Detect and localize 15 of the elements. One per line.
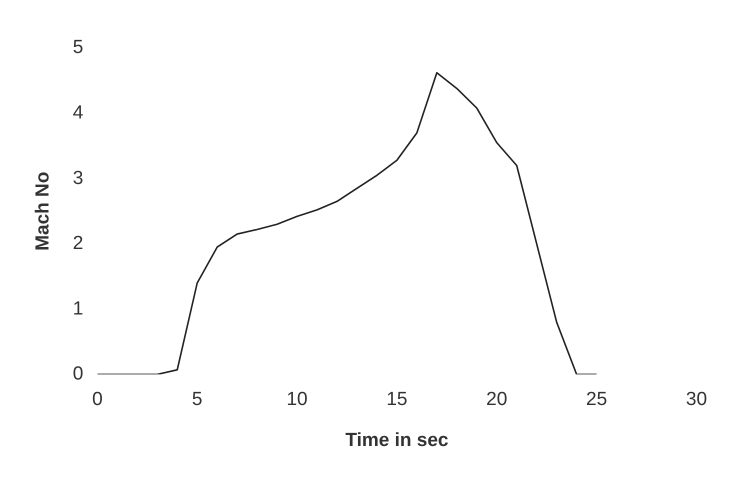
y-tick-label: 4 <box>72 102 84 124</box>
y-tick-label: 0 <box>72 364 84 385</box>
y-tick-label: 3 <box>72 168 84 189</box>
x-tick-label: 10 <box>286 389 308 410</box>
x-tick-label: 30 <box>686 389 708 410</box>
x-tick-label: 20 <box>486 389 508 410</box>
y-tick-label: 1 <box>72 298 84 320</box>
y-tick-label: 2 <box>72 233 84 254</box>
x-axis-title: Time in sec <box>345 430 449 451</box>
x-tick-label: 15 <box>386 389 408 410</box>
x-tick-label: 25 <box>586 389 608 410</box>
x-tick-label: 5 <box>192 389 202 410</box>
x-tick-label: 0 <box>92 389 103 410</box>
y-tick-label: 5 <box>72 37 84 58</box>
y-axis-title: Mach No <box>32 172 54 251</box>
